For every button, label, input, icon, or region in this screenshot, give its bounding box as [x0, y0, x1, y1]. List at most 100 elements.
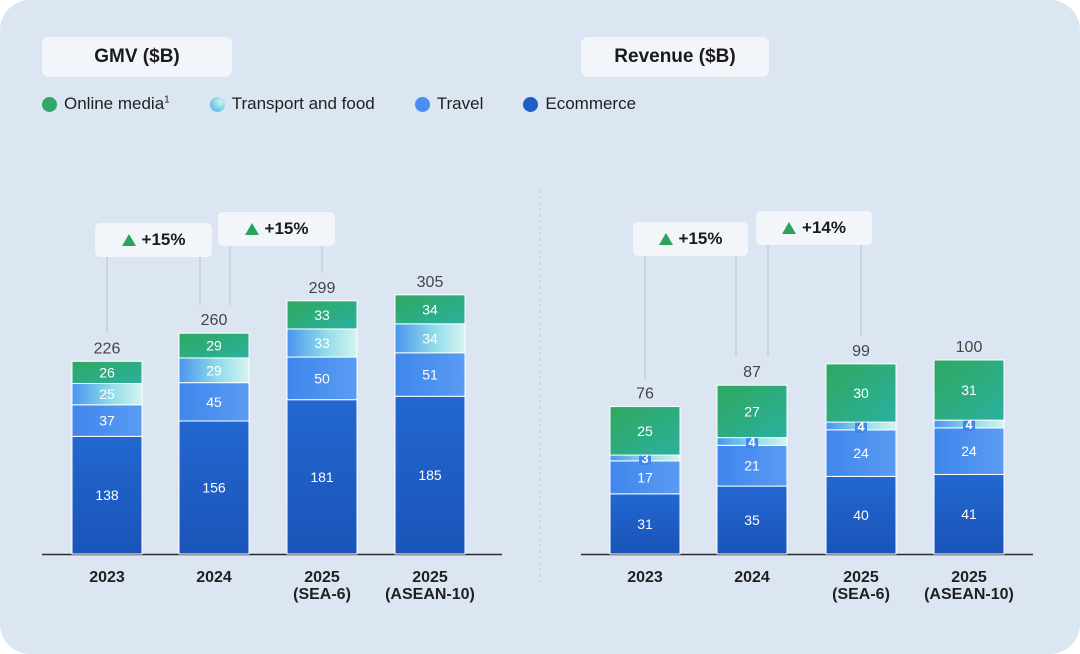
gmv-tick-label-0-0: 2023 — [89, 569, 125, 586]
legend: Online media1 Transport and food Travel … — [42, 94, 676, 114]
gmv-bar-online-media-1 — [178, 332, 250, 359]
gmv-data-label-online-media-2: 33 — [314, 307, 330, 323]
revenue-tick-label-3-1: (ASEAN-10) — [924, 586, 1014, 603]
legend-item-transport-food: Transport and food — [209, 94, 375, 114]
revenue-growth-label-1: +14% — [802, 218, 846, 237]
gmv-growth-label-0: +15% — [141, 230, 186, 249]
revenue-tick-label-0-0: 2023 — [627, 569, 663, 586]
gmv-bar-ecommerce-1 — [178, 420, 250, 555]
gmv-tick-label-2-1: (SEA-6) — [293, 586, 351, 603]
revenue-total-label-3: 100 — [956, 339, 983, 356]
legend-label-online-media: Online media — [64, 94, 165, 113]
gmv-data-label-ecommerce-1: 156 — [202, 480, 226, 496]
gmv-data-label-online-media-1: 29 — [206, 338, 222, 354]
green-dot-icon — [42, 96, 57, 112]
gmv-data-label-ecommerce-0: 138 — [95, 487, 119, 503]
gmv-total-label-3: 305 — [417, 274, 444, 291]
legend-item-ecommerce: Ecommerce — [523, 94, 636, 114]
gmv-bar-ecommerce-2 — [286, 399, 358, 555]
gmv-bar-transport-and-food-3 — [394, 323, 466, 354]
gmv-data-label-travel-0: 37 — [99, 413, 115, 429]
gmv-data-label-ecommerce-2: 181 — [310, 469, 334, 485]
legend-label-transport-food: Transport and food — [231, 94, 375, 113]
revenue-growth-label-0: +15% — [678, 229, 723, 248]
revenue-growth-annotation-0: +15% — [633, 222, 748, 256]
revenue-data-label-online-media-1: 27 — [744, 403, 760, 419]
gmv-panel-title: GMV ($B) — [42, 37, 232, 77]
legend-item-travel: Travel — [414, 94, 483, 114]
blue-dot-icon — [414, 96, 430, 112]
gmv-bar-online-media-0 — [71, 360, 143, 384]
revenue-bar-ecommerce-0 — [609, 493, 681, 555]
gmv-data-label-ecommerce-3: 185 — [418, 467, 442, 483]
revenue-tick-label-3-0: 2025 — [951, 569, 987, 586]
revenue-total-label-0: 76 — [636, 386, 654, 403]
dark-blue-dot-icon — [523, 96, 539, 112]
revenue-total-label-1: 87 — [743, 364, 761, 381]
gmv-data-label-travel-3: 51 — [422, 367, 438, 383]
gmv-bar-transport-and-food-2 — [286, 328, 358, 358]
revenue-data-label-transport-and-food-0: 3 — [641, 451, 648, 466]
revenue-panel-title-text: Revenue ($B) — [614, 46, 736, 67]
legend-label-ecommerce: Ecommerce — [545, 94, 637, 113]
gmv-growth-label-1: +15% — [264, 219, 309, 238]
gmv-data-label-transport-and-food-1: 29 — [206, 362, 222, 378]
gmv-tick-label-1-0: 2024 — [196, 569, 232, 586]
revenue-bar-online-media-3 — [933, 359, 1005, 421]
revenue-bar-online-media-2 — [825, 363, 897, 423]
gmv-tick-label-2-0: 2025 — [304, 569, 340, 586]
plot-group: 1383725262262023156452929260202418150333… — [42, 245, 1033, 603]
gmv-data-label-travel-2: 50 — [314, 370, 330, 386]
revenue-data-label-ecommerce-1: 35 — [744, 512, 760, 528]
legend-item-online-media: Online media1 — [42, 94, 170, 114]
revenue-data-label-travel-2: 24 — [853, 445, 869, 461]
legend-footnote-mark: 1 — [164, 94, 170, 106]
revenue-panel-title: Revenue ($B) — [581, 37, 769, 77]
revenue-bar-online-media-1 — [716, 384, 788, 439]
revenue-tick-label-1-0: 2024 — [734, 569, 770, 586]
gmv-bar-online-media-3 — [394, 294, 466, 325]
up-triangle-icon — [244, 223, 259, 235]
gmv-panel-title-text: GMV ($B) — [94, 46, 180, 67]
revenue-data-label-transport-and-food-2: 4 — [857, 419, 865, 434]
revenue-data-label-ecommerce-0: 31 — [637, 516, 653, 532]
revenue-data-label-online-media-2: 30 — [853, 385, 869, 401]
revenue-growth-annotation-1: +14% — [756, 211, 872, 245]
teal-gradient-dot-icon — [209, 96, 225, 112]
revenue-bar-travel-3 — [933, 427, 1005, 475]
gmv-data-label-transport-and-food-0: 25 — [99, 386, 115, 402]
gmv-data-label-transport-and-food-3: 34 — [422, 330, 438, 346]
revenue-data-label-transport-and-food-3: 4 — [965, 417, 973, 432]
revenue-bar-travel-2 — [825, 429, 897, 477]
gmv-data-label-online-media-3: 34 — [422, 301, 438, 317]
up-triangle-icon — [121, 234, 136, 246]
revenue-tick-label-2-1: (SEA-6) — [832, 586, 890, 603]
revenue-bar-travel-1 — [716, 444, 788, 487]
revenue-data-label-ecommerce-3: 41 — [961, 506, 977, 522]
revenue-data-label-online-media-3: 31 — [961, 382, 977, 398]
revenue-tick-label-2-0: 2025 — [843, 569, 879, 586]
gmv-bar-travel-0 — [71, 404, 143, 437]
gmv-tick-label-3-0: 2025 — [412, 569, 448, 586]
revenue-data-label-online-media-0: 25 — [637, 423, 653, 439]
gmv-bar-ecommerce-0 — [71, 435, 143, 555]
revenue-data-label-travel-1: 21 — [744, 458, 760, 474]
gmv-data-label-transport-and-food-2: 33 — [314, 335, 330, 351]
revenue-bar-ecommerce-1 — [716, 485, 788, 555]
revenue-data-label-transport-and-food-1: 4 — [748, 434, 756, 449]
gmv-bar-online-media-2 — [286, 300, 358, 330]
revenue-bar-travel-0 — [609, 460, 681, 495]
up-triangle-icon — [658, 233, 673, 245]
up-triangle-icon — [782, 222, 797, 234]
gmv-tick-label-3-1: (ASEAN-10) — [385, 586, 475, 603]
gmv-bar-transport-and-food-1 — [178, 357, 250, 384]
revenue-data-label-travel-3: 24 — [961, 443, 977, 459]
gmv-growth-annotation-1: +15% — [218, 212, 335, 246]
revenue-data-label-ecommerce-2: 40 — [853, 507, 869, 523]
gmv-total-label-2: 299 — [309, 280, 336, 297]
revenue-bar-ecommerce-2 — [825, 475, 897, 555]
gmv-data-label-online-media-0: 26 — [99, 364, 115, 380]
gmv-total-label-0: 226 — [94, 340, 121, 357]
revenue-bar-online-media-0 — [609, 406, 681, 456]
